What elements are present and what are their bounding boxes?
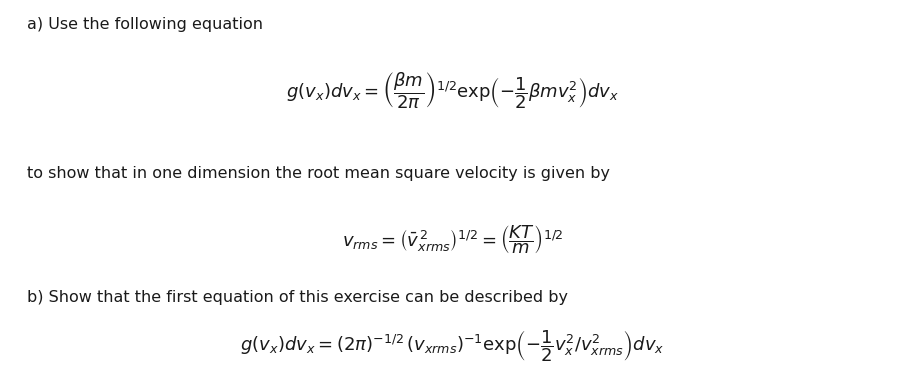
Text: a) Use the following equation: a) Use the following equation xyxy=(27,17,263,32)
Text: to show that in one dimension the root mean square velocity is given by: to show that in one dimension the root m… xyxy=(27,166,610,180)
Text: $v_{rms} = \left(\bar{v}^{\,2}_{xrms}\right)^{1/2} = \left(\dfrac{KT}{m}\right)^: $v_{rms} = \left(\bar{v}^{\,2}_{xrms}\ri… xyxy=(342,224,563,256)
Text: $g(v_x)dv_x = (2\pi)^{-1/2}\,(v_{xrms})^{-1}\exp\!\left(-\dfrac{1}{2}v_x^2/v^2_{: $g(v_x)dv_x = (2\pi)^{-1/2}\,(v_{xrms})^… xyxy=(241,328,664,364)
Text: $g(v_x)dv_x = \left(\dfrac{\beta m}{2\pi}\right)^{1/2} \exp\!\left(-\dfrac{1}{2}: $g(v_x)dv_x = \left(\dfrac{\beta m}{2\pi… xyxy=(286,71,619,112)
Text: b) Show that the first equation of this exercise can be described by: b) Show that the first equation of this … xyxy=(27,290,568,305)
